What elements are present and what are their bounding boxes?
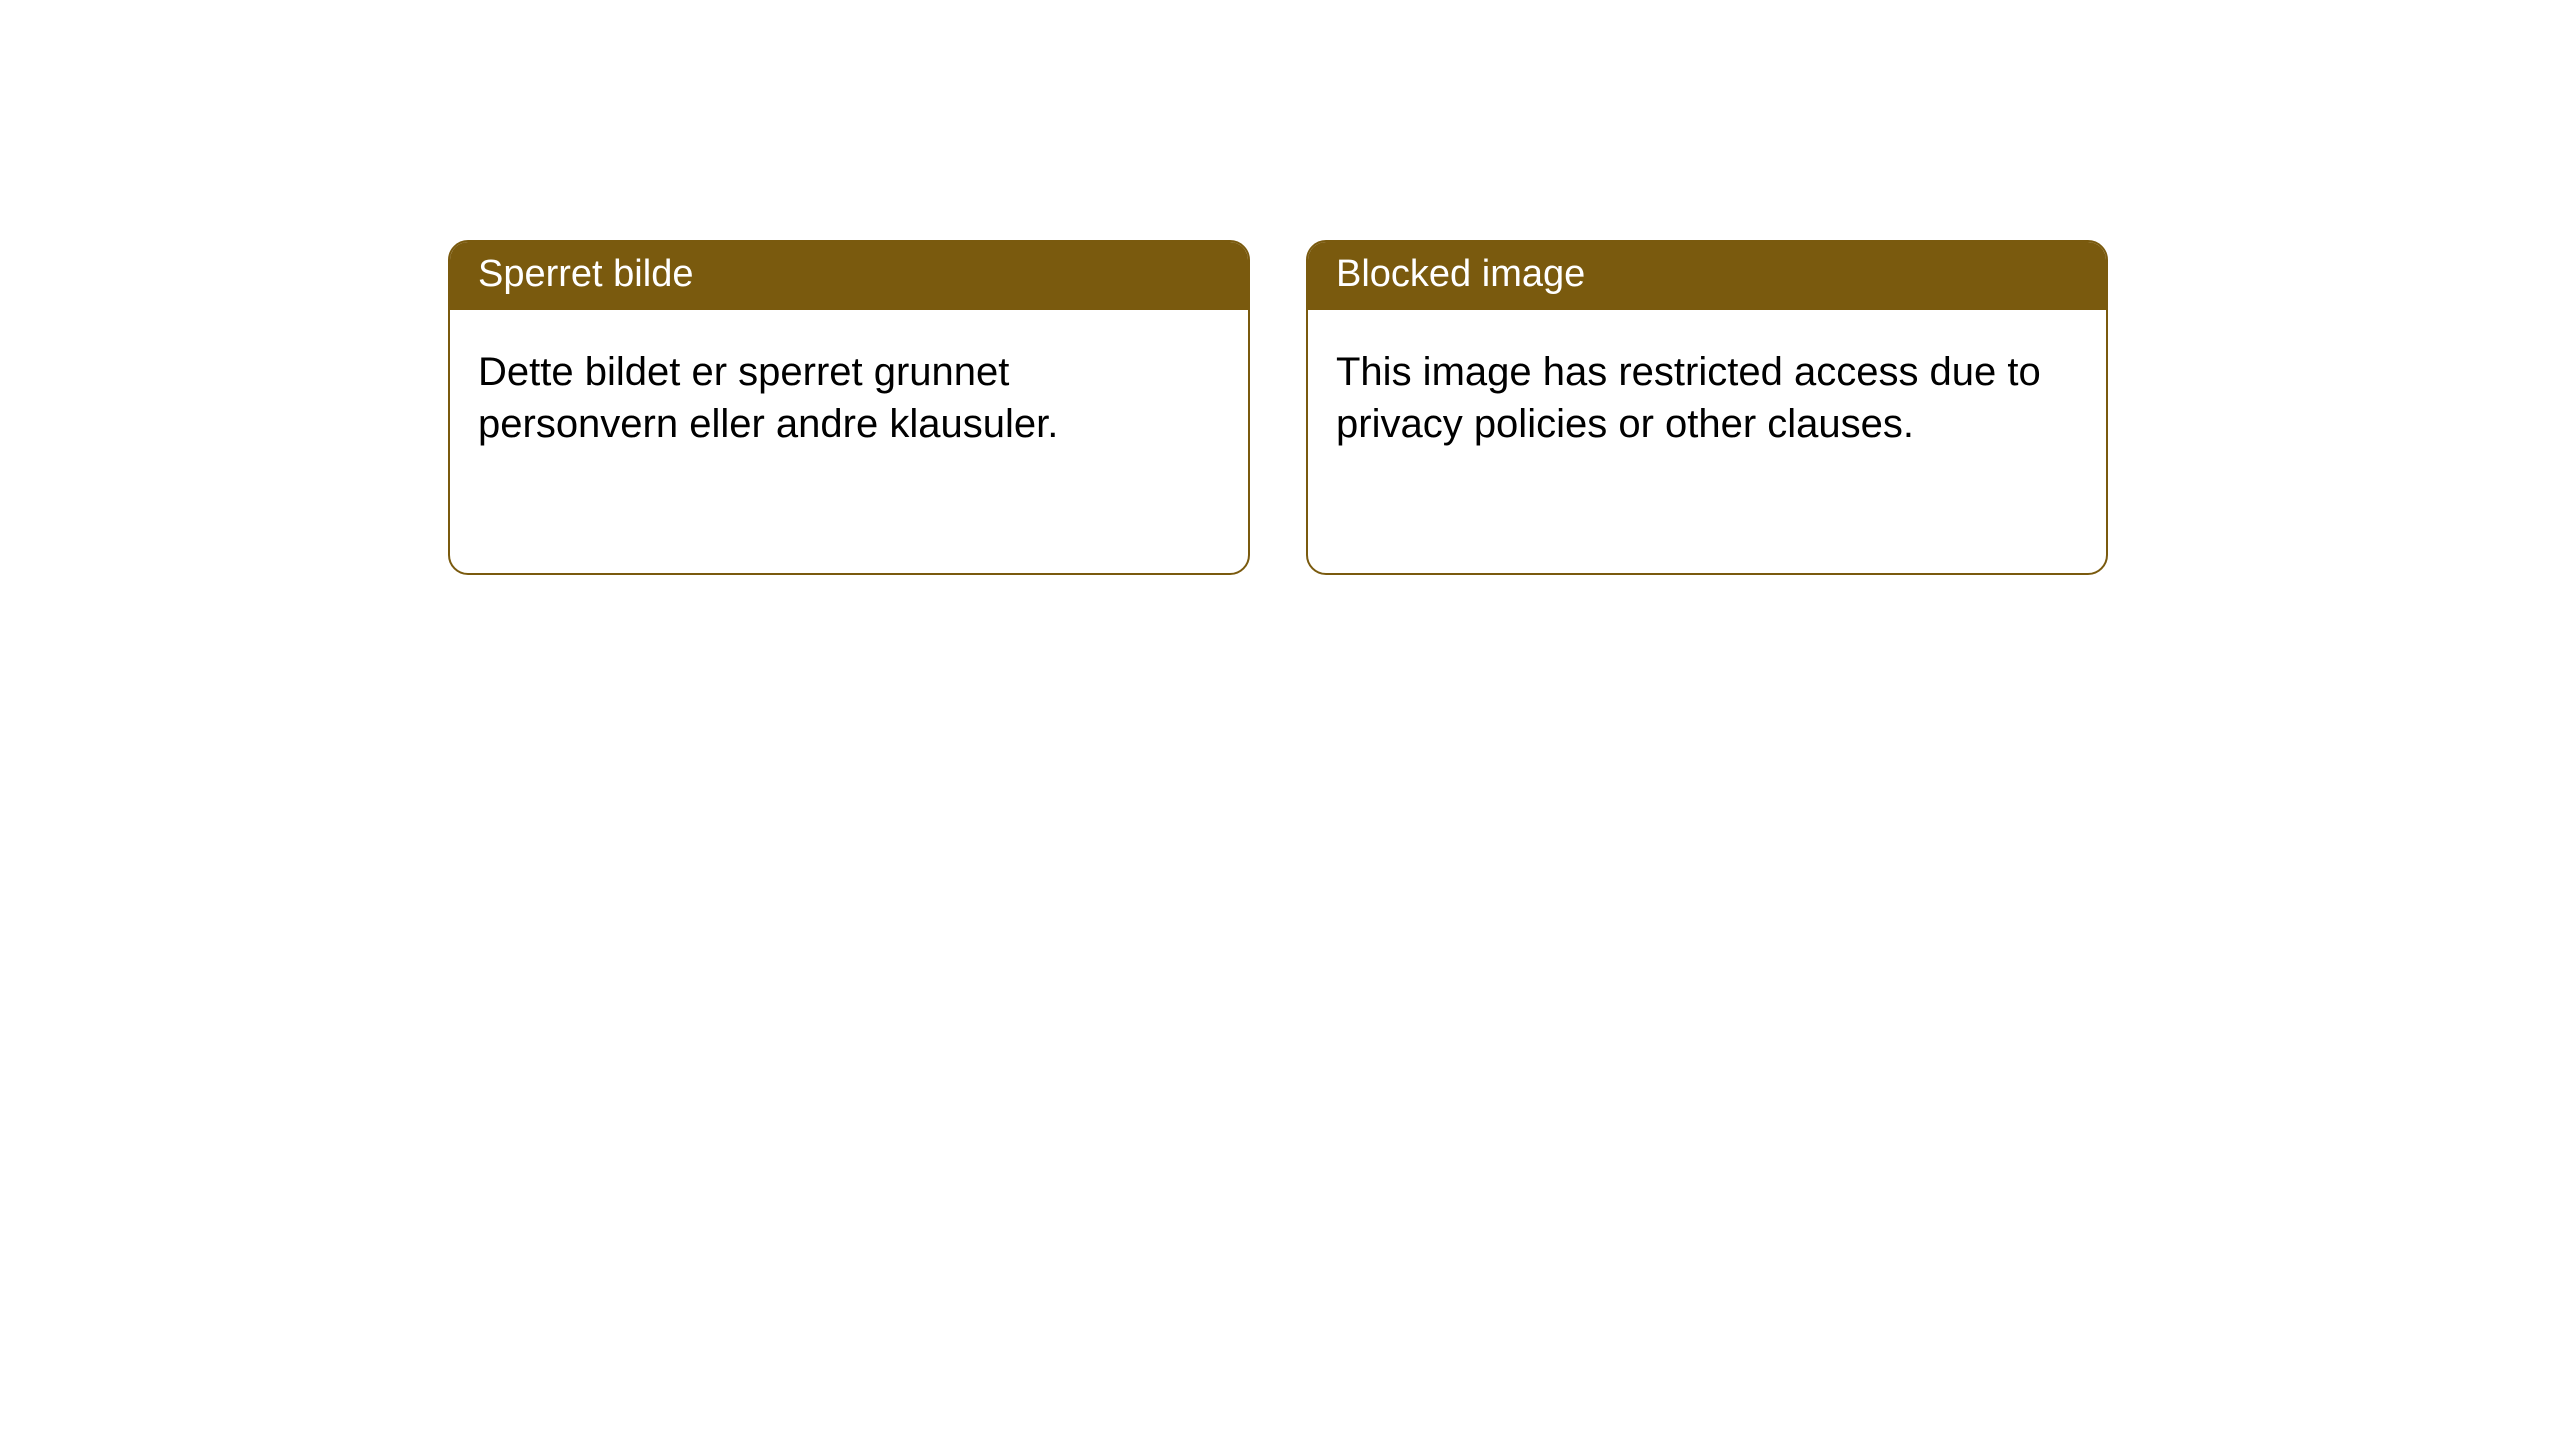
notice-card-english: Blocked image This image has restricted …	[1306, 240, 2108, 575]
notice-title-norwegian: Sperret bilde	[450, 242, 1248, 310]
notice-title-english: Blocked image	[1308, 242, 2106, 310]
notice-body-norwegian: Dette bildet er sperret grunnet personve…	[450, 310, 1248, 486]
notice-card-norwegian: Sperret bilde Dette bildet er sperret gr…	[448, 240, 1250, 575]
notice-body-english: This image has restricted access due to …	[1308, 310, 2106, 486]
notice-container: Sperret bilde Dette bildet er sperret gr…	[0, 0, 2560, 575]
